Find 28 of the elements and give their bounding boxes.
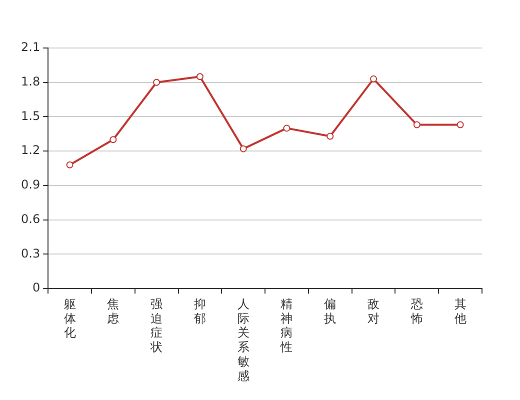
y-tick-label: 0.6 bbox=[20, 212, 40, 226]
x-tick-label: 人际关系敏感 bbox=[237, 296, 250, 383]
point bbox=[456, 121, 464, 128]
x-tick-label: 偏执 bbox=[324, 296, 336, 326]
point bbox=[66, 161, 74, 168]
y-tick-label: 1.2 bbox=[20, 143, 40, 158]
y-tick-label: 2.1 bbox=[20, 40, 40, 54]
x-tick-label: 其他 bbox=[454, 296, 466, 326]
point bbox=[283, 124, 290, 132]
point bbox=[240, 145, 247, 152]
y-tick-label: 0.9 bbox=[20, 178, 40, 192]
point bbox=[326, 132, 334, 140]
x-tick-label: 抑郁 bbox=[194, 296, 206, 326]
x-tick-label: 恐怖 bbox=[410, 296, 423, 326]
x-tick-label: 躯体化 bbox=[64, 296, 76, 340]
point bbox=[110, 136, 117, 144]
y-tick-label: 0.3 bbox=[20, 246, 40, 260]
x-tick-label: 精神病性 bbox=[280, 296, 293, 354]
x-tick-label: 强迫症状 bbox=[150, 296, 163, 354]
y-tick-label: 0 bbox=[32, 280, 40, 295]
point bbox=[196, 73, 204, 80]
x-tick-label: 焦虑 bbox=[107, 296, 120, 326]
point bbox=[153, 78, 160, 86]
y-tick-label: 1.5 bbox=[20, 108, 40, 123]
point bbox=[413, 121, 420, 128]
point bbox=[370, 75, 378, 82]
y-tick-label: 1.8 bbox=[20, 74, 40, 88]
x-tick-label: 敌对 bbox=[368, 296, 380, 326]
